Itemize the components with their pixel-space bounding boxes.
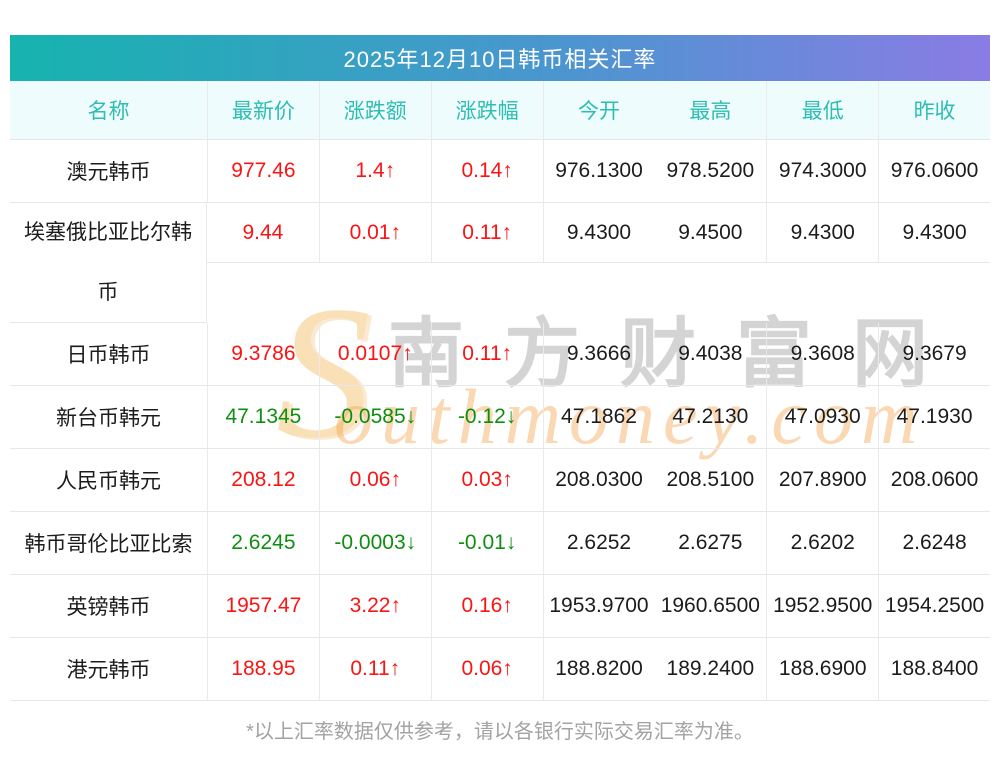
- high-cell: 1960.6500: [660, 594, 760, 617]
- prev-close-cell: 1954.2500: [878, 575, 990, 637]
- page-title: 2025年12月10日韩币相关汇率: [343, 47, 657, 72]
- change-amount-cell: 1.4↑: [318, 140, 431, 202]
- low-cell: 9.4300: [766, 203, 878, 262]
- table-row: 港元韩币 188.95 0.11↑ 0.06↑ 188.8200 189.2400 188.…: [10, 638, 990, 701]
- high-cell: 189.2400: [666, 657, 755, 680]
- change-amount-cell: 0.11↑: [318, 638, 431, 700]
- last-price-cell: 2.6245: [207, 512, 319, 574]
- low-cell: 974.3000: [766, 140, 878, 202]
- col-header-name: 名称: [87, 100, 130, 123]
- open-cell: 976.1300: [542, 140, 655, 202]
- prev-close-cell: 47.1930: [878, 386, 990, 448]
- open-cell: 2.6252: [542, 512, 655, 574]
- high-cell: 208.5100: [666, 468, 755, 491]
- last-price-cell: 208.12: [207, 449, 319, 511]
- change-percent-cell: -0.12↓: [430, 386, 543, 448]
- low-cell: 1952.9500: [766, 575, 878, 637]
- prev-close-cell: 976.0600: [878, 140, 990, 202]
- high-cell: 978.5200: [666, 159, 755, 182]
- change-percent-cell: 0.14↑: [430, 140, 543, 202]
- last-price-cell: 9.3786: [207, 323, 319, 385]
- open-cell: 188.8200: [542, 638, 655, 700]
- col-header-low: 最低: [766, 81, 878, 139]
- open-cell: 47.1862: [542, 386, 655, 448]
- low-cell: 207.8900: [766, 449, 878, 511]
- change-percent-cell: 0.11↑: [430, 203, 543, 262]
- last-price-cell: 188.95: [207, 638, 319, 700]
- table-body: 澳元韩币 977.46 1.4↑ 0.14↑ 976.1300 978.5200 974.3…: [10, 140, 990, 701]
- currency-name-cell: 英镑韩币: [66, 596, 151, 619]
- currency-name-cell: 港元韩币: [66, 659, 151, 682]
- last-price-cell: 9.44: [242, 220, 284, 244]
- currency-name-cell: 埃塞俄比亚比尔韩币: [10, 203, 207, 323]
- column-header-row: 名称 最新价 涨跌额 涨跌幅 今开 最高 最低 昨收: [10, 81, 990, 140]
- change-amount-cell: 0.0107↑: [318, 323, 431, 385]
- low-cell: 188.6900: [766, 638, 878, 700]
- prev-close-cell: 9.3679: [878, 323, 990, 385]
- low-cell: 9.3608: [766, 323, 878, 385]
- open-cell: 9.3666: [542, 323, 655, 385]
- col-header-high: 最高: [689, 100, 732, 123]
- change-percent-cell: 0.11↑: [430, 323, 543, 385]
- low-cell: 47.0930: [766, 386, 878, 448]
- change-percent-cell: 0.03↑: [430, 449, 543, 511]
- prev-close-cell: 9.4300: [878, 203, 990, 262]
- col-header-open: 今开: [542, 81, 655, 139]
- currency-name-cell: 澳元韩币: [66, 161, 151, 184]
- currency-name-cell: 韩币哥伦比亚比索: [24, 533, 193, 556]
- last-price-cell: 47.1345: [207, 386, 319, 448]
- last-price-cell: 1957.47: [207, 575, 319, 637]
- prev-close-cell: 208.0600: [878, 449, 990, 511]
- high-cell: 2.6275: [678, 531, 743, 554]
- low-cell: 2.6202: [766, 512, 878, 574]
- currency-name-cell: 日币韩币: [66, 344, 151, 367]
- last-price-cell: 977.46: [207, 140, 319, 202]
- title-bar: 2025年12月10日韩币相关汇率: [10, 35, 990, 81]
- high-cell: 9.4500: [678, 220, 743, 244]
- table-row: 日币韩币 9.3786 0.0107↑ 0.11↑ 9.3666 9.4038 9.3608…: [10, 323, 990, 386]
- change-percent-cell: 0.06↑: [430, 638, 543, 700]
- change-amount-cell: -0.0003↓: [318, 512, 431, 574]
- table-row: 英镑韩币 1957.47 3.22↑ 0.16↑ 1953.9700 1960.6500 1…: [10, 575, 990, 638]
- table-row: 人民币韩元 208.12 0.06↑ 0.03↑ 208.0300 208.5100 207…: [10, 449, 990, 512]
- change-amount-cell: -0.0585↓: [318, 386, 431, 448]
- table-row: 埃塞俄比亚比尔韩币 9.44 0.01↑ 0.11↑ 9.4300 9.4500 9.430…: [10, 203, 990, 323]
- disclaimer-note: *以上汇率数据仅供参考，请以各银行实际交易汇率为准。: [246, 721, 754, 743]
- col-header-last-price: 最新价: [207, 81, 319, 139]
- currency-name-cell: 人民币韩元: [56, 470, 161, 493]
- high-cell: 47.2130: [672, 405, 749, 428]
- table-row: 韩币哥伦比亚比索 2.6245 -0.0003↓ -0.01↓ 2.6252 2.6275…: [10, 512, 990, 575]
- rates-table: 2025年12月10日韩币相关汇率 名称 最新价 涨跌额 涨跌幅 今开 最高 最…: [10, 35, 990, 744]
- currency-name-cell: 新台币韩元: [56, 407, 161, 430]
- col-header-change-percent: 涨跌幅: [430, 81, 543, 139]
- open-cell: 208.0300: [542, 449, 655, 511]
- table-row: 澳元韩币 977.46 1.4↑ 0.14↑ 976.1300 978.5200 974.3…: [10, 140, 990, 203]
- change-percent-cell: 0.16↑: [430, 575, 543, 637]
- change-amount-cell: 3.22↑: [318, 575, 431, 637]
- prev-close-cell: 2.6248: [878, 512, 990, 574]
- table-row: 新台币韩元 47.1345 -0.0585↓ -0.12↓ 47.1862 47.2130…: [10, 386, 990, 449]
- high-cell: 9.4038: [678, 342, 743, 365]
- change-percent-cell: -0.01↓: [430, 512, 543, 574]
- col-header-prev-close: 昨收: [878, 81, 990, 139]
- col-header-change-amount: 涨跌额: [318, 81, 431, 139]
- change-amount-cell: 0.06↑: [318, 449, 431, 511]
- row-data-cells: 9.44 0.01↑ 0.11↑ 9.4300 9.4500 9.4300 9.4300: [207, 203, 990, 263]
- prev-close-cell: 188.8400: [878, 638, 990, 700]
- open-cell: 1953.9700: [542, 575, 655, 637]
- open-cell: 9.4300: [542, 203, 655, 262]
- change-amount-cell: 0.01↑: [318, 203, 431, 262]
